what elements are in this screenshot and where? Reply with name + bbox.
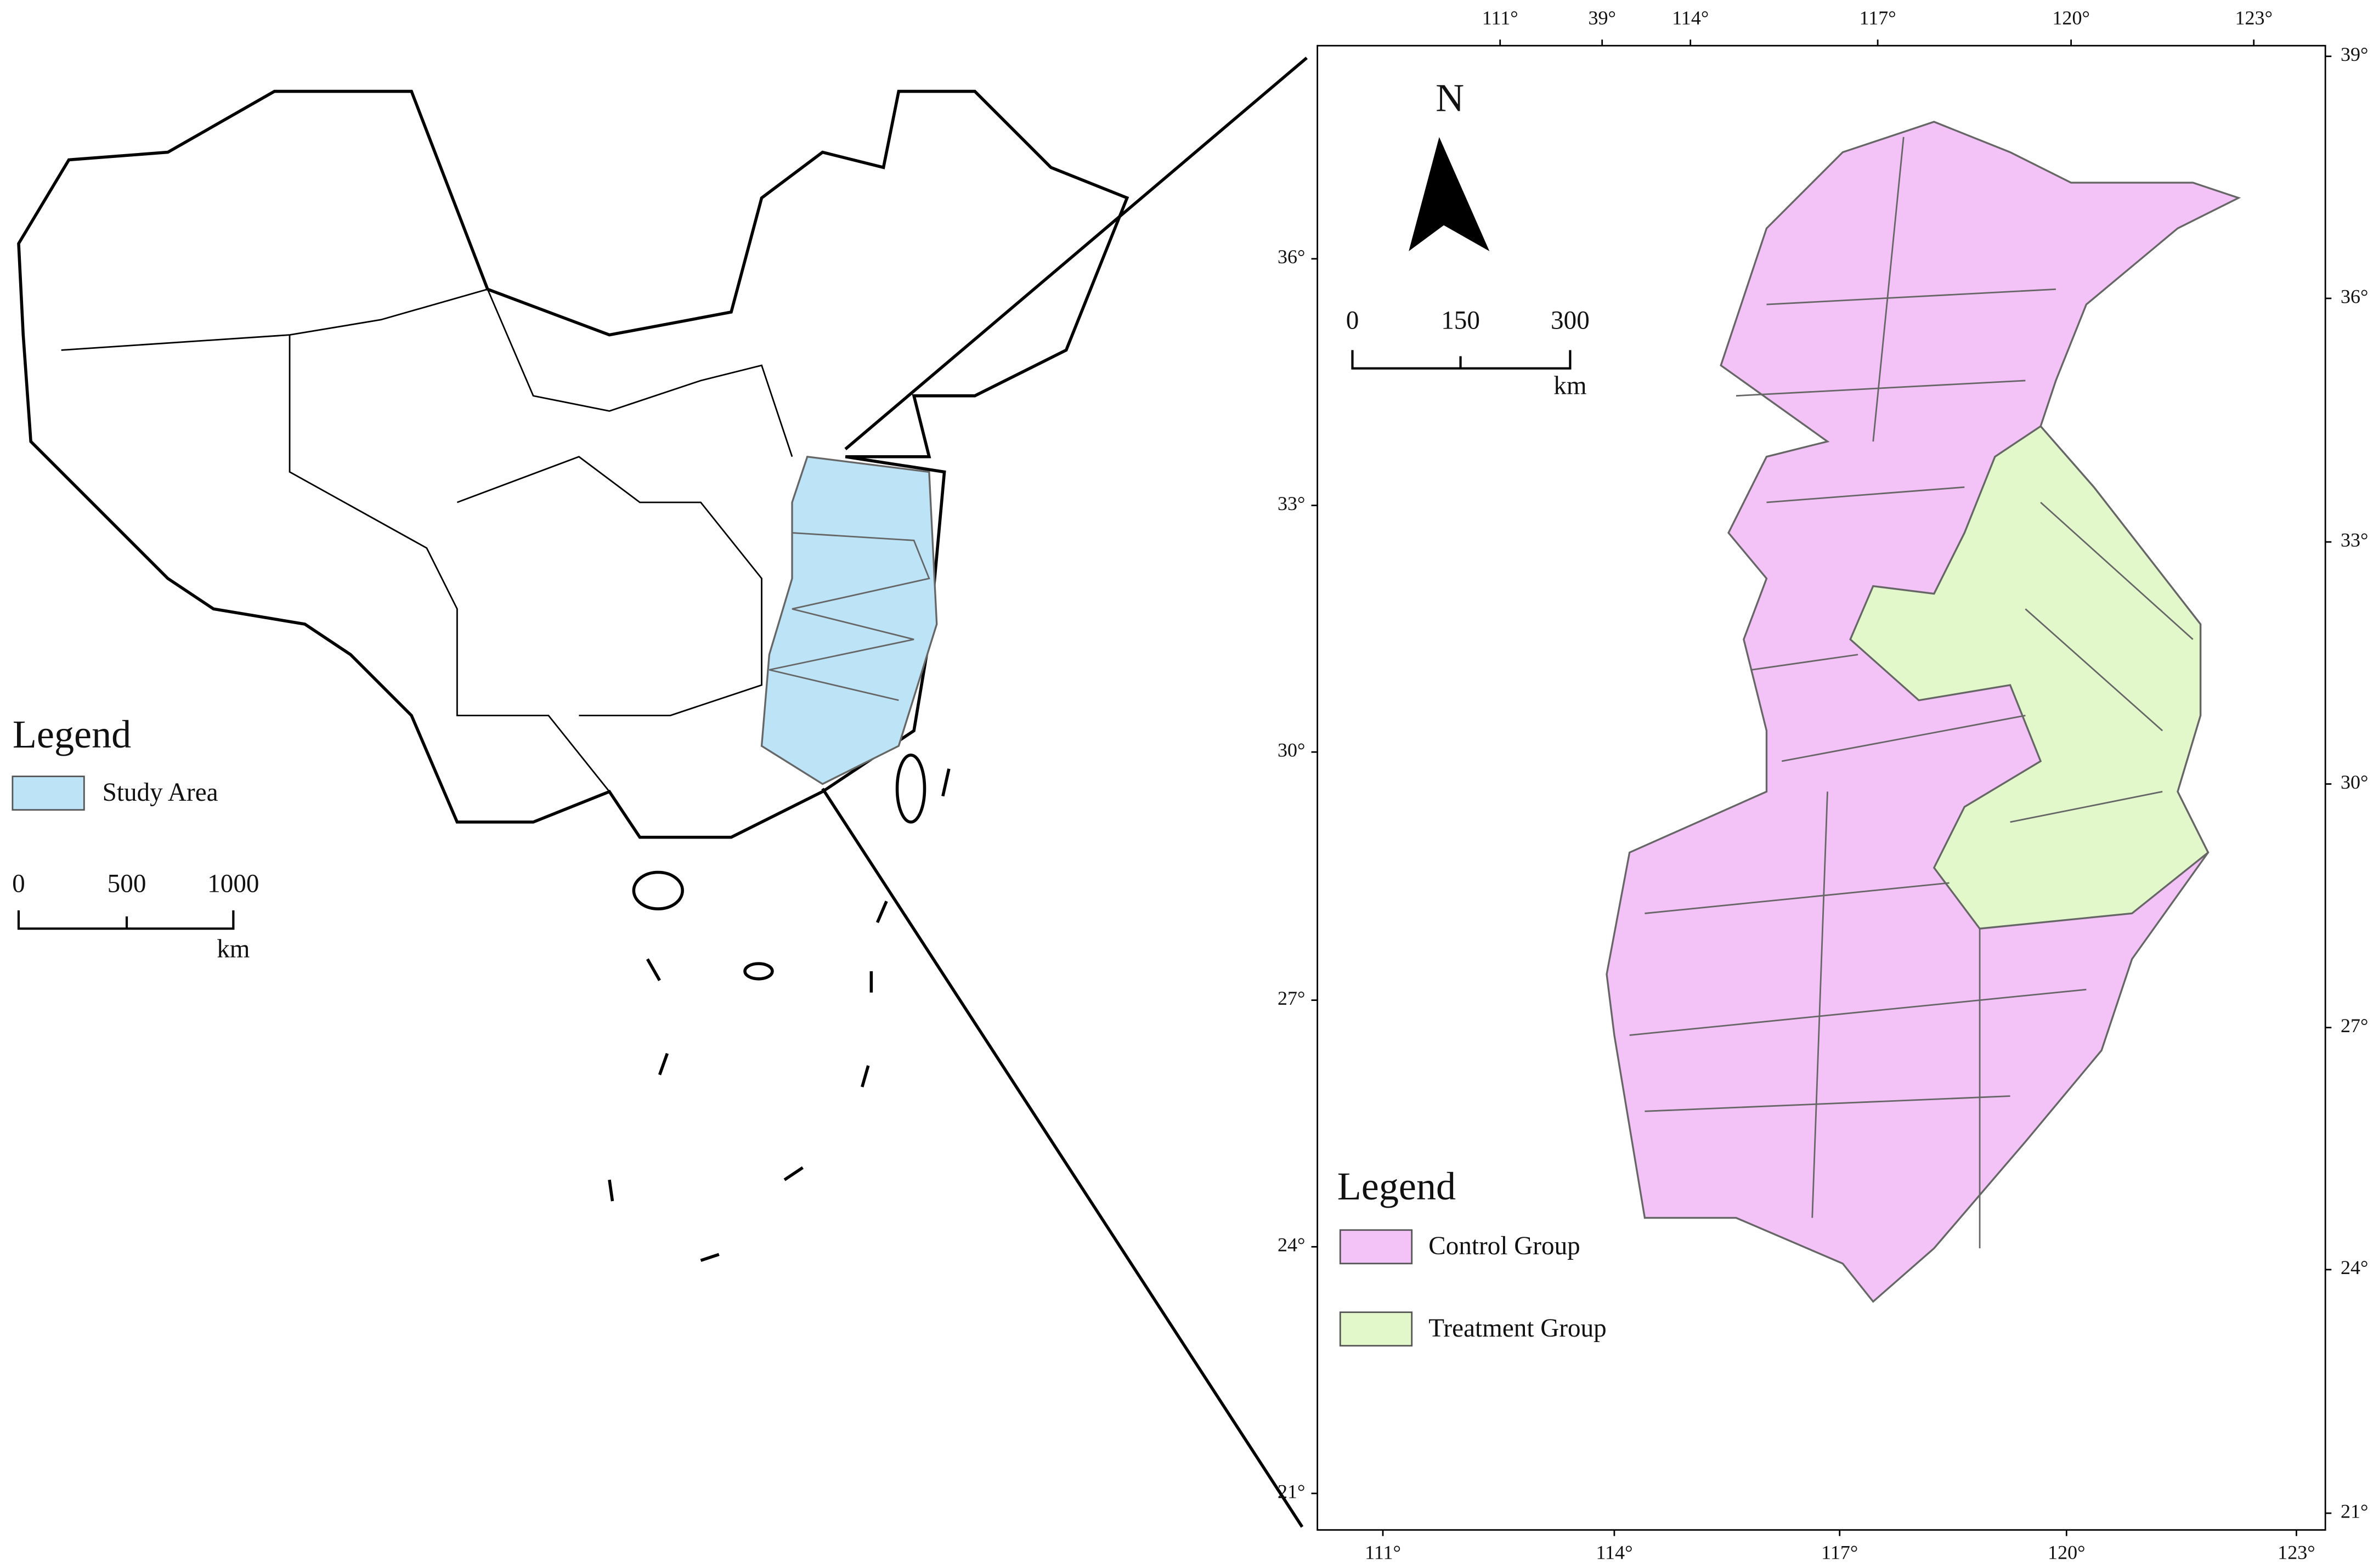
lon-label: 120° <box>2048 1541 2086 1563</box>
legend-label: Treatment Group <box>1428 1314 1607 1343</box>
control-region <box>1606 121 2241 1303</box>
scale-bar <box>1351 350 1572 370</box>
scale-label: 150 <box>1441 306 1480 335</box>
hainan <box>632 870 684 910</box>
legend-swatch <box>1339 1311 1413 1347</box>
province-lines <box>61 288 793 457</box>
lat-label: 24° <box>1278 1234 1306 1256</box>
lat-label: 36° <box>1278 246 1306 268</box>
lat-label: 36° <box>2341 285 2369 307</box>
legend-title: Legend <box>1337 1164 1456 1208</box>
lon-label: 111° <box>1365 1541 1401 1563</box>
province-lines <box>289 335 611 793</box>
lon-label: 111° <box>1482 7 1518 29</box>
study-area-lines <box>769 532 930 701</box>
zoom-line <box>844 56 1308 450</box>
scale-label: 1000 <box>207 869 259 898</box>
zoom-line <box>821 788 1304 1528</box>
island <box>743 962 774 981</box>
lat-label: 21° <box>1278 1480 1306 1502</box>
china-outline <box>17 89 1129 839</box>
lat-label: 27° <box>2341 1015 2369 1037</box>
lat-label: 27° <box>1278 987 1306 1009</box>
north-arrow <box>1409 137 1490 251</box>
legend-label: Control Group <box>1428 1232 1580 1260</box>
treatment-region <box>1849 425 2210 930</box>
legend-label: Study Area <box>103 778 218 807</box>
scale-bar <box>17 910 235 930</box>
lon-label: 120° <box>2052 7 2090 29</box>
taiwan <box>895 753 926 824</box>
lat-label: 30° <box>2341 771 2369 793</box>
prefecture-lines <box>1629 137 2194 1249</box>
lat-label: 24° <box>2341 1256 2369 1278</box>
scale-unit: km <box>1553 372 1586 400</box>
lat-label: 30° <box>1278 739 1306 761</box>
lon-label: 39° <box>1588 7 1616 29</box>
legend-title: Legend <box>13 712 131 756</box>
lon-label: 117° <box>1821 1541 1858 1563</box>
lat-label: 33° <box>2341 529 2369 551</box>
scale-label: 0 <box>1346 306 1359 335</box>
lat-label: 21° <box>2341 1500 2369 1522</box>
scale-unit: km <box>217 935 250 964</box>
province-lines <box>456 456 762 716</box>
lon-label: 123° <box>2235 7 2273 29</box>
lon-label: 114° <box>1672 7 1709 29</box>
legend-swatch <box>12 775 85 811</box>
scale-label: 0 <box>12 869 25 898</box>
nine-dash-line <box>608 768 951 1262</box>
lon-label: 117° <box>1860 7 1896 29</box>
north-label: N <box>1436 76 1464 120</box>
scale-label: 500 <box>108 869 146 898</box>
lat-label: 39° <box>2341 43 2369 65</box>
lon-label: 114° <box>1596 1541 1632 1563</box>
lat-label: 33° <box>1278 493 1306 514</box>
legend-swatch <box>1339 1229 1413 1265</box>
lon-label: 123° <box>2278 1541 2315 1563</box>
scale-label: 300 <box>1551 306 1590 335</box>
